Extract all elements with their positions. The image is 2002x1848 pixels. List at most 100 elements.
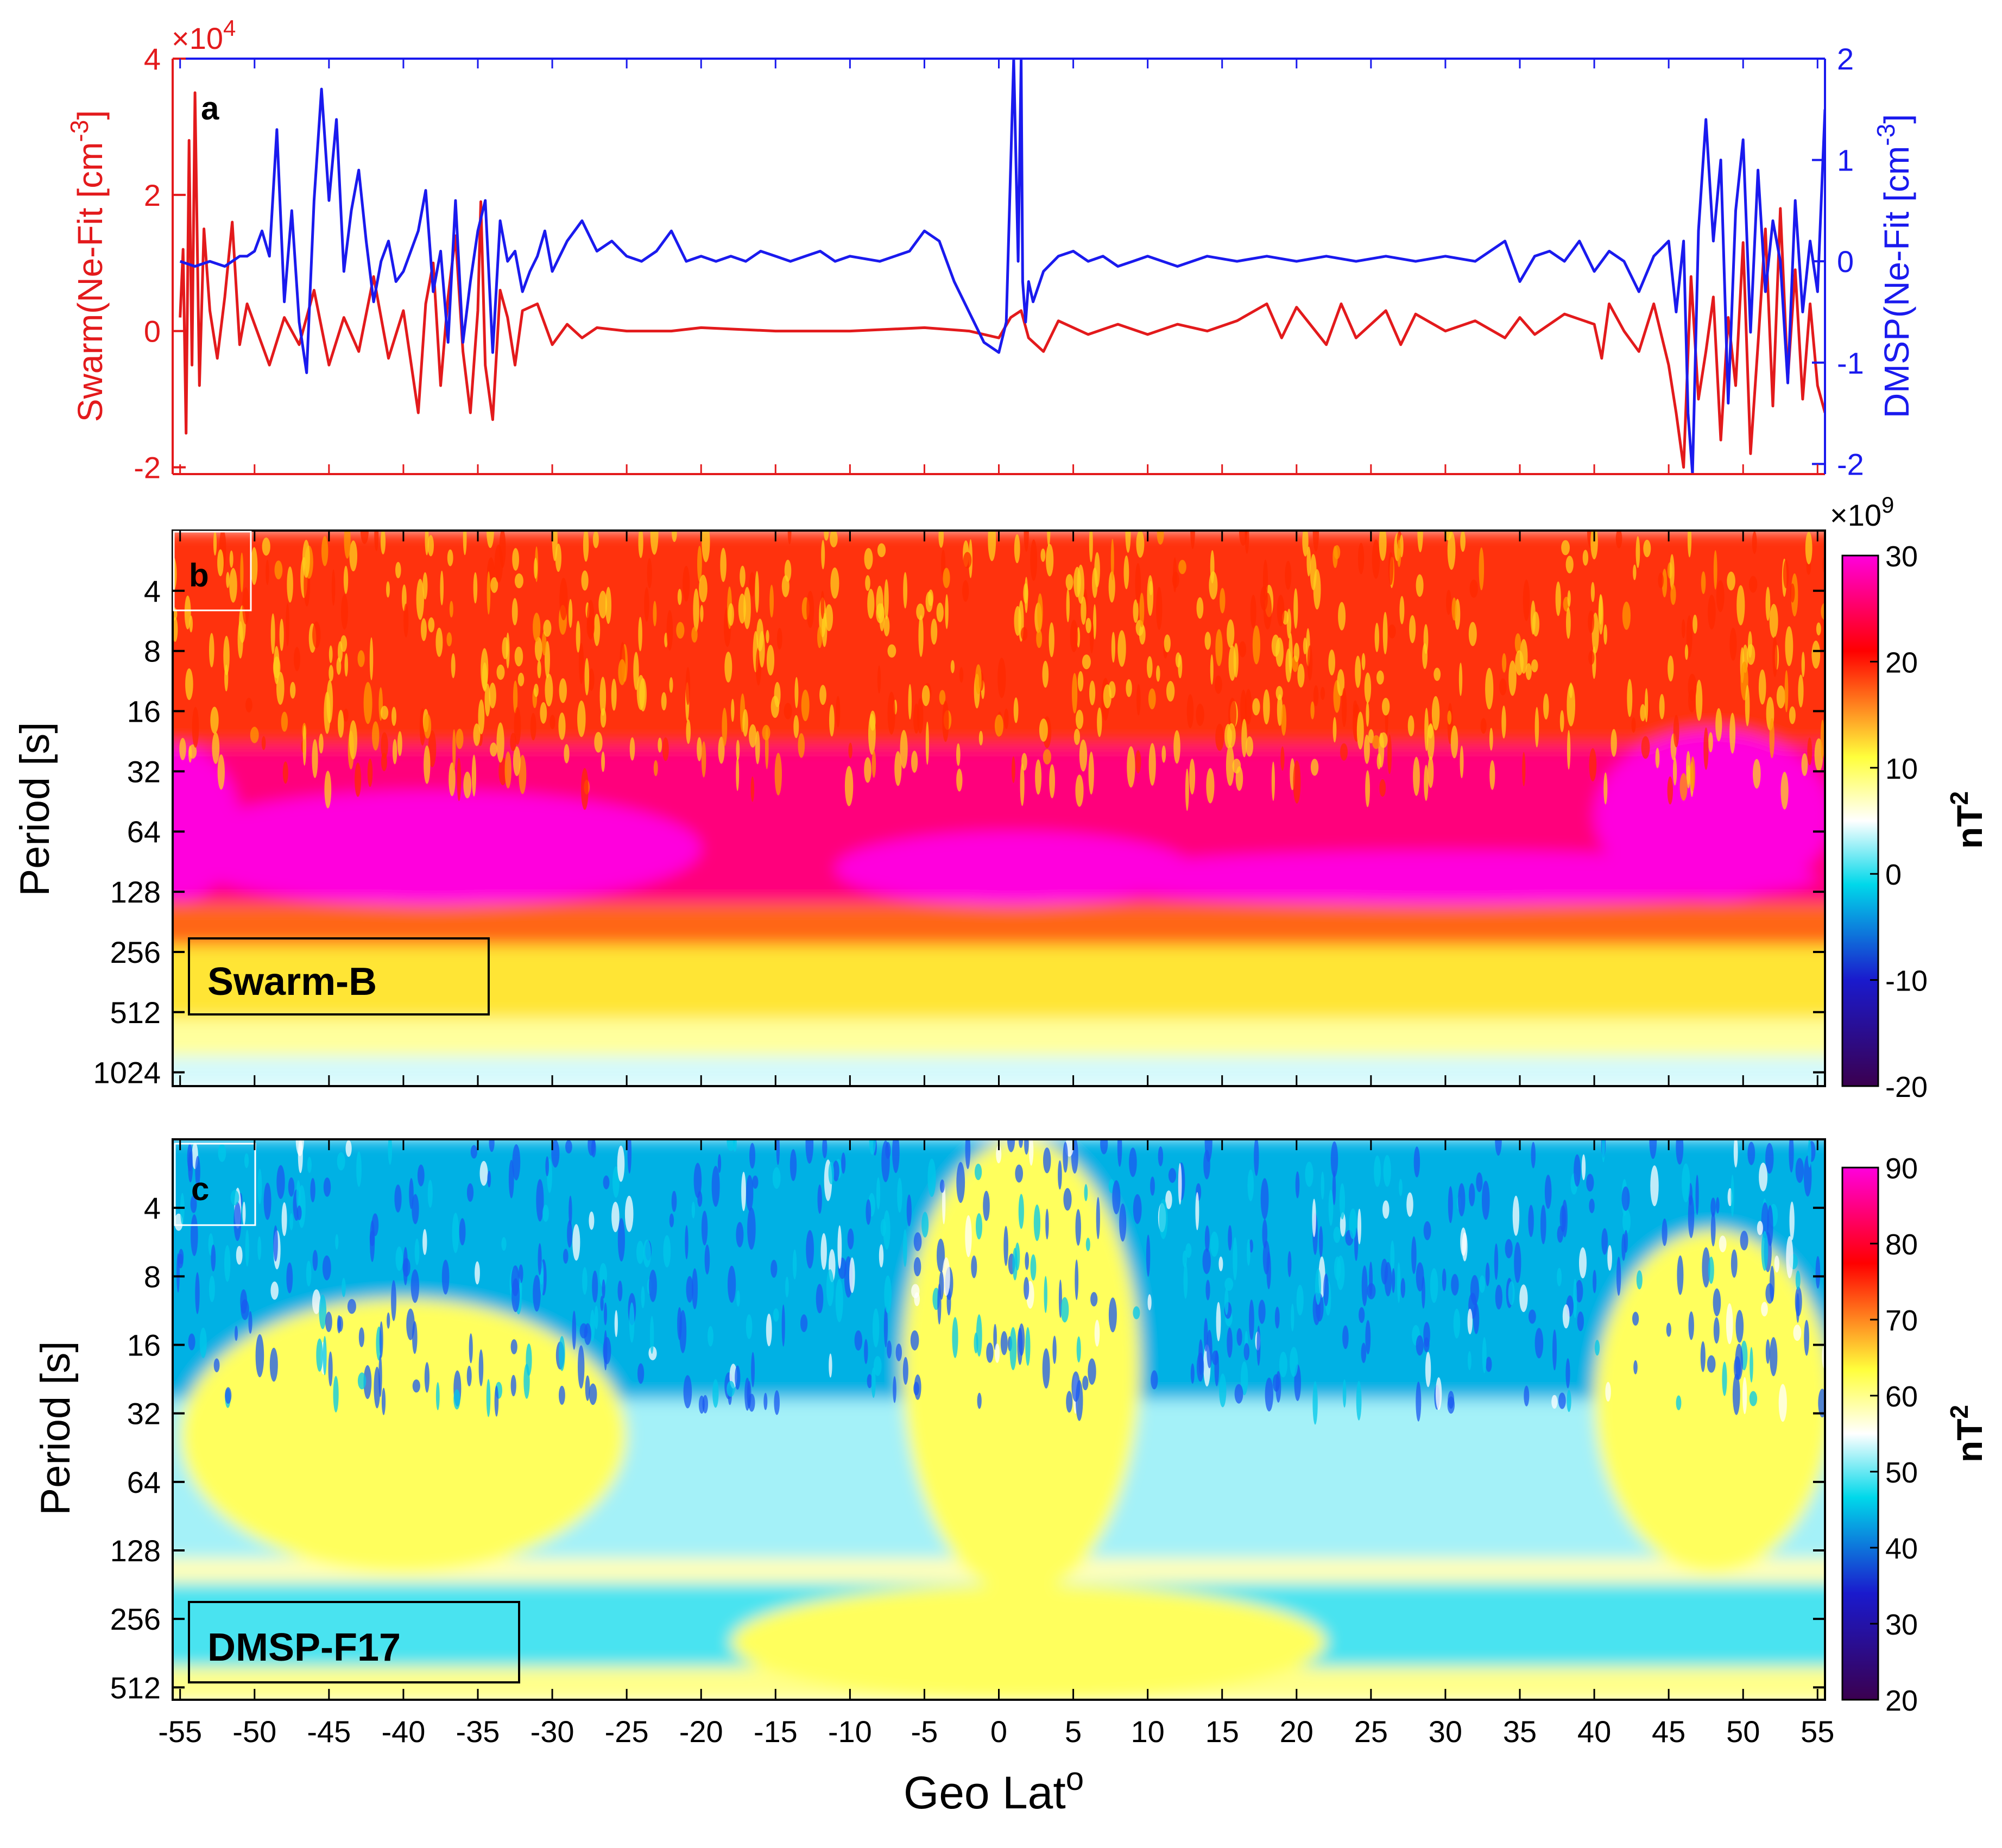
heatmap-speckle [1655, 747, 1660, 768]
heatmap-speckle [1811, 640, 1821, 669]
heatmap-speckle [1025, 1252, 1029, 1270]
heatmap-speckle [1700, 1341, 1706, 1372]
heatmap-speckle [312, 1250, 318, 1271]
heatmap-speckle [281, 711, 288, 732]
heatmap-speckle [1096, 1197, 1100, 1239]
heatmap-speckle [771, 1259, 778, 1278]
heatmap-speckle [1801, 753, 1808, 777]
heatmap-speckle [374, 1366, 381, 1409]
heatmap-speckle [484, 683, 491, 717]
heatmap-speckle [1246, 736, 1254, 757]
heatmap-speckle [1063, 1141, 1068, 1173]
heatmap-speckle [866, 1199, 871, 1225]
heatmap-speckle [1075, 1259, 1079, 1301]
heatmap-speckle [1820, 720, 1825, 759]
heatmap-speckle [1290, 1347, 1298, 1377]
heatmap-speckle [1399, 596, 1405, 625]
heatmap-speckle [1287, 1251, 1292, 1277]
heatmap-speckle [184, 595, 191, 630]
heatmap-speckle [1476, 1172, 1483, 1193]
heatmap-speckle [1430, 1268, 1438, 1303]
heatmap-speckle [1379, 779, 1386, 797]
heatmap-speckle [269, 1347, 278, 1382]
heatmap-speckle [1551, 1395, 1558, 1409]
heatmap-speckle [347, 1299, 356, 1314]
heatmap-speckle [511, 598, 518, 626]
heatmap-speckle [1708, 595, 1716, 630]
heatmap-speckle [1172, 571, 1179, 588]
heatmap-speckle [286, 603, 289, 646]
heatmap-speckle [1376, 670, 1384, 685]
heatmap-speckle [1715, 708, 1722, 742]
heatmap-speckle [1485, 1262, 1490, 1286]
heatmap-speckle [412, 1194, 419, 1225]
heatmap-speckle [1672, 757, 1677, 786]
heatmap-speckle [880, 1219, 886, 1237]
heatmap-speckle [1366, 701, 1369, 727]
heatmap-speckle [819, 685, 826, 705]
heatmap-speckle [903, 572, 907, 609]
heatmap-speckle [584, 658, 590, 696]
heatmap-speckle [337, 1152, 345, 1171]
heatmap-speckle [1133, 1194, 1142, 1224]
right-tick-label: -2 [1837, 447, 1864, 481]
heatmap-speckle [740, 565, 746, 588]
heatmap-speckle [369, 1230, 375, 1246]
heatmap-speckle [711, 1165, 720, 1207]
heatmap-speckle [1012, 756, 1015, 783]
heatmap-speckle [1000, 1331, 1008, 1355]
heatmap-speckle [766, 645, 775, 676]
heatmap-speckle [1215, 723, 1224, 751]
heatmap-speckle [741, 1171, 746, 1212]
heatmap-speckle [490, 577, 498, 593]
heatmap-speckle [677, 589, 682, 606]
heatmap-speckle [1332, 717, 1337, 743]
x-tick-label: 55 [1801, 1714, 1834, 1749]
heatmap-speckle [323, 1177, 331, 1197]
heatmap-speckle [1451, 1273, 1459, 1296]
heatmap-speckle [1667, 776, 1673, 805]
x-tick-label: -30 [531, 1714, 574, 1749]
heatmap-speckle [1589, 1199, 1595, 1214]
colorbar-tick-label: 50 [1885, 1456, 1918, 1489]
heatmap-speckle [618, 659, 626, 685]
heatmap-speckle [774, 753, 782, 796]
heatmap-speckle [514, 707, 521, 745]
heatmap-speckle [511, 1265, 520, 1296]
heatmap-speckle [1306, 546, 1311, 577]
panel-b-speckle [173, 531, 1825, 811]
heatmap-speckle [1108, 1297, 1117, 1333]
heatmap-speckle [1390, 1240, 1395, 1272]
heatmap-speckle [1147, 656, 1153, 678]
heatmap-speckle [1272, 1374, 1280, 1392]
heatmap-speckle [629, 1302, 635, 1343]
heatmap-speckle [712, 1379, 719, 1408]
heatmap-speckle [1076, 1336, 1081, 1363]
heatmap-speckle [478, 1349, 484, 1386]
heatmap-speckle [1100, 1139, 1108, 1155]
heatmap-speckle [1286, 608, 1292, 639]
heatmap-speckle [273, 646, 280, 684]
heatmap-speckle [1277, 595, 1285, 627]
heatmap-speckle [1632, 1311, 1639, 1326]
heatmap-speckle [942, 1257, 950, 1296]
heatmap-speckle [494, 1385, 499, 1417]
panel-b-name-box [188, 937, 490, 1016]
x-tick-label: 25 [1354, 1714, 1388, 1749]
heatmap-speckle [1224, 1288, 1229, 1315]
heatmap-speckle [261, 736, 266, 750]
heatmap-speckle [1676, 1139, 1684, 1165]
heatmap-speckle [1565, 1358, 1570, 1389]
heatmap-speckle [466, 1183, 474, 1202]
heatmap-speckle [1508, 1281, 1515, 1305]
heatmap-speckle [310, 1178, 315, 1203]
heatmap-speckle [534, 636, 542, 661]
heatmap-speckle [963, 552, 972, 569]
heatmap-speckle [1676, 1395, 1682, 1410]
heatmap-speckle [805, 1139, 814, 1164]
heatmap-speckle [1531, 1141, 1536, 1169]
heatmap-speckle [245, 1229, 249, 1267]
heatmap-speckle [1094, 1320, 1100, 1347]
heatmap-speckle [611, 1202, 620, 1232]
heatmap-speckle [1633, 1360, 1638, 1374]
